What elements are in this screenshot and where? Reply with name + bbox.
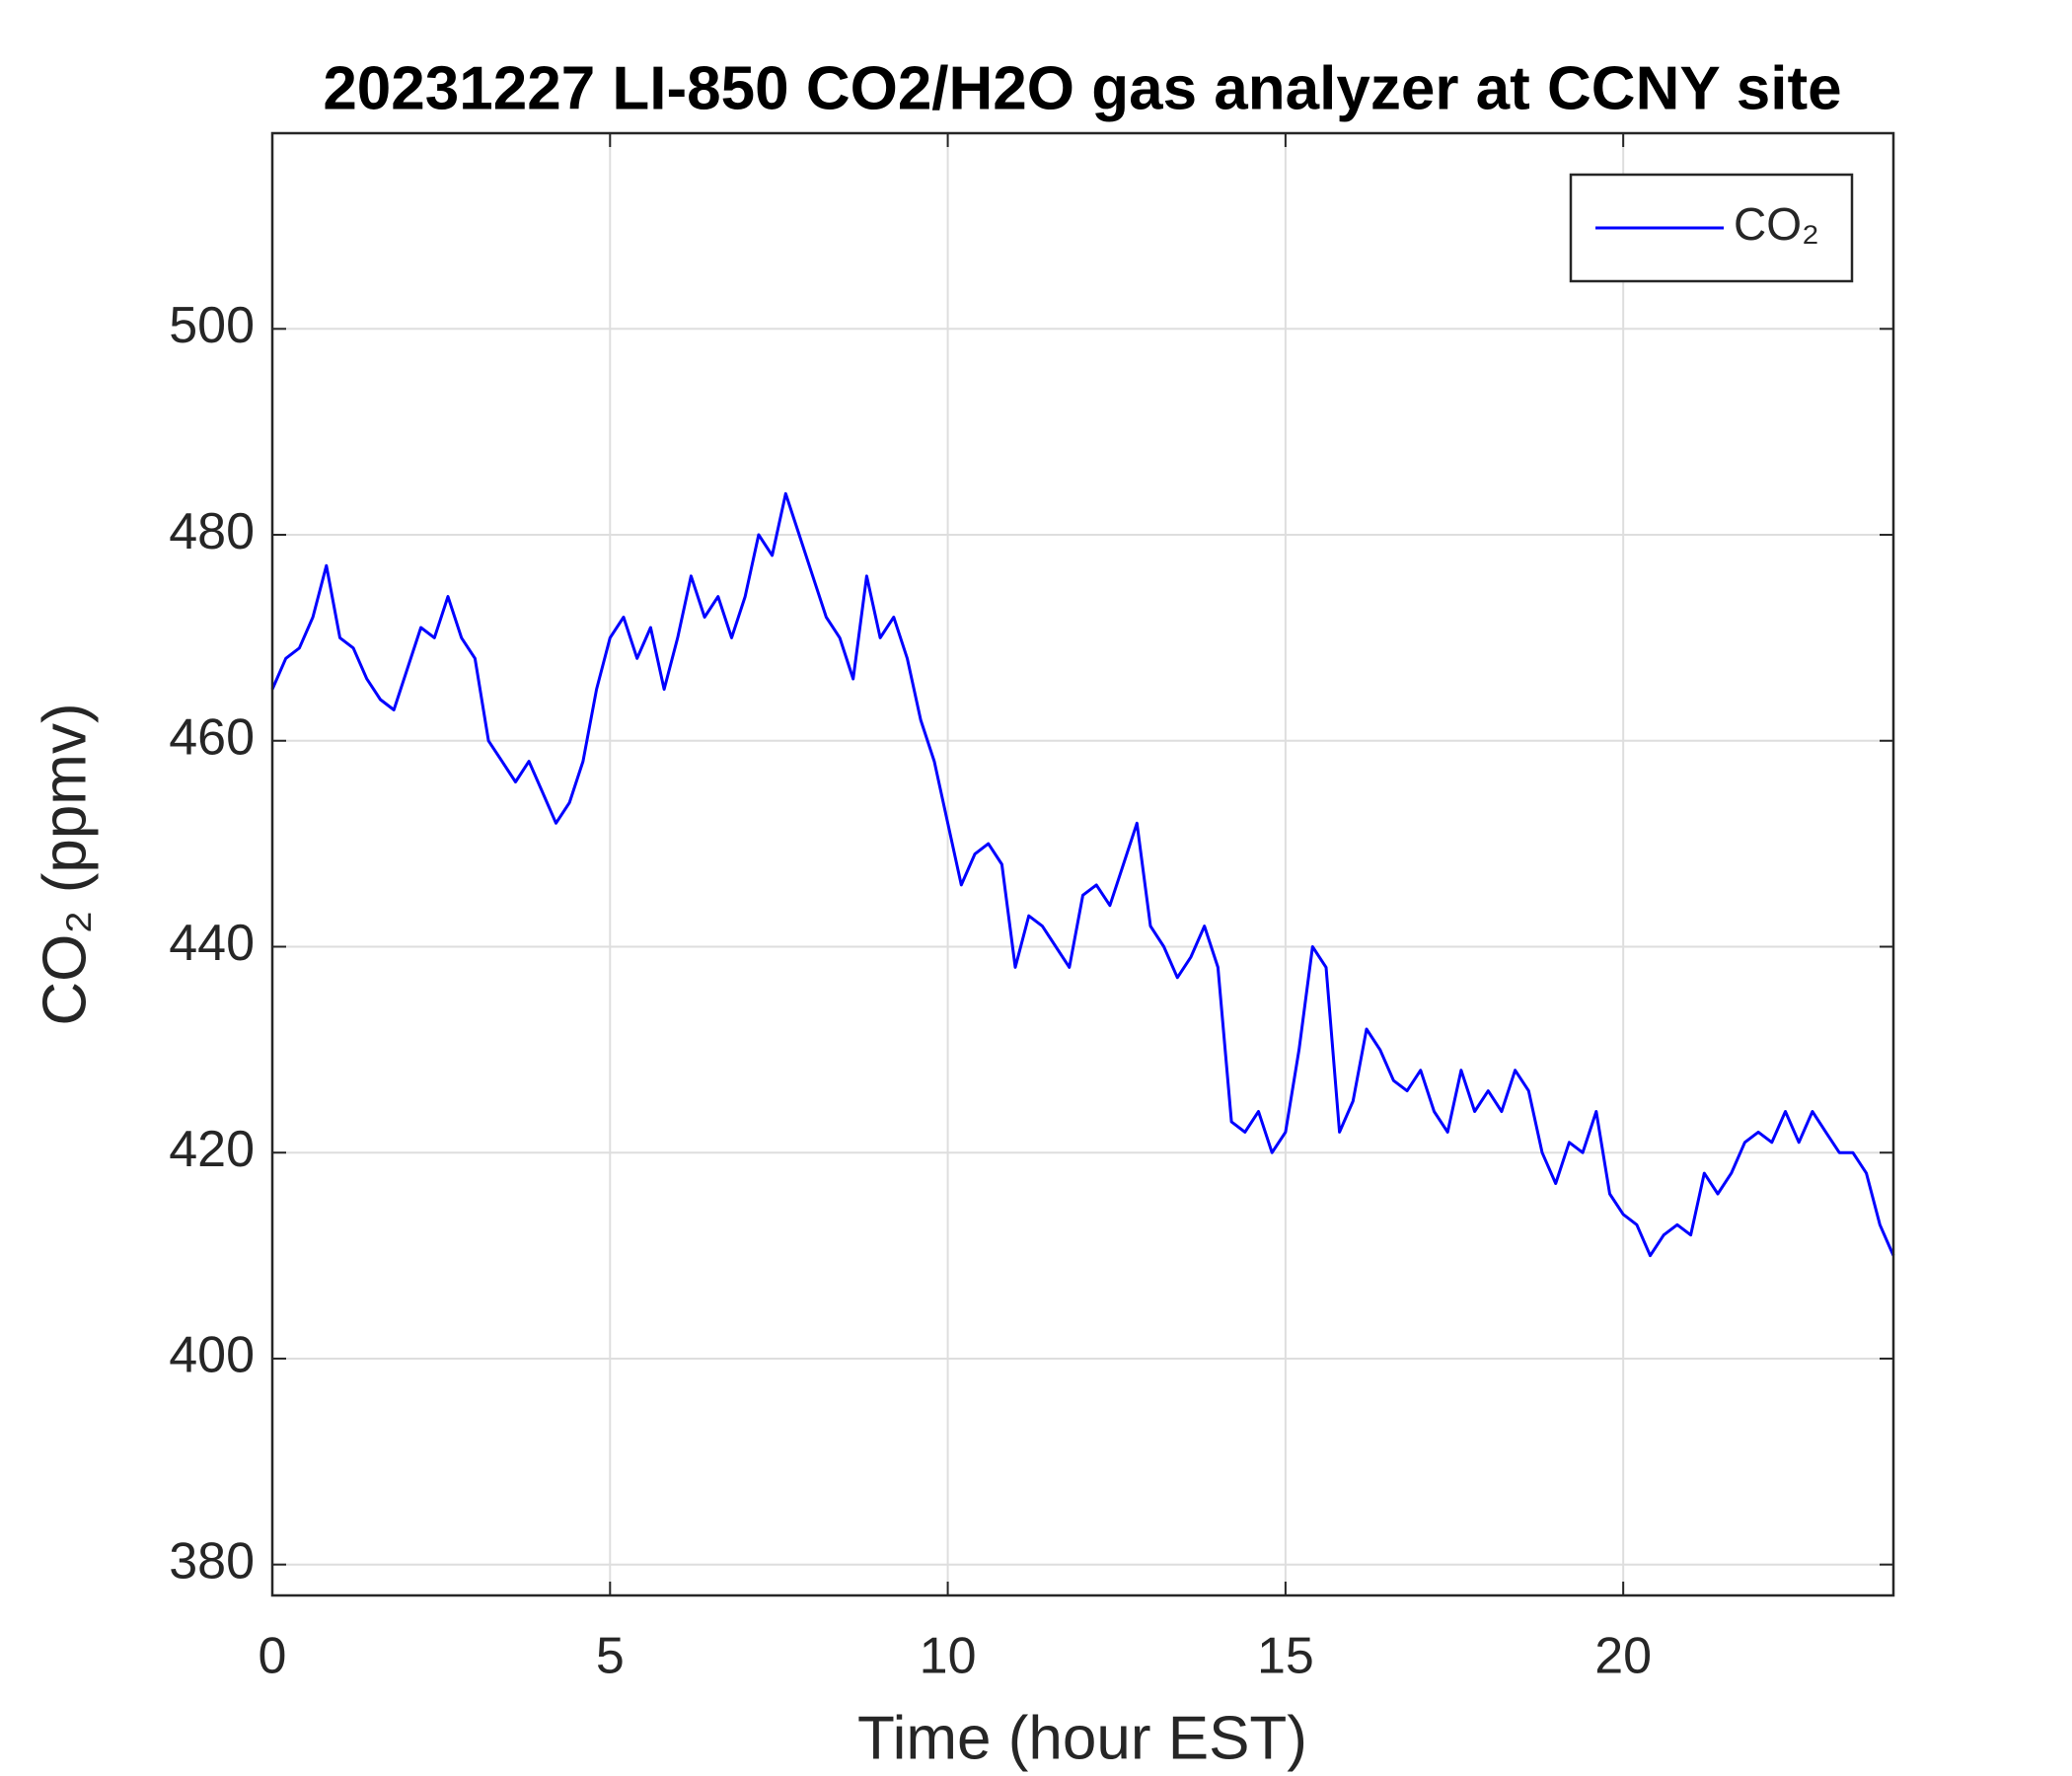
x-tick-label: 10 (920, 1628, 977, 1685)
x-tick-label: 15 (1257, 1628, 1314, 1685)
x-tick-label: 0 (259, 1628, 287, 1685)
data-line (270, 491, 1895, 1258)
y-tick-label: 480 (169, 503, 255, 560)
y-tick-label: 420 (169, 1121, 255, 1178)
y-axis-label: CO₂ (ppmv) (31, 703, 99, 1025)
y-tick-label: 400 (169, 1327, 255, 1384)
x-tick-label: 5 (596, 1628, 625, 1685)
x-tick-label: 20 (1594, 1628, 1652, 1685)
y-tick-label: 380 (169, 1532, 255, 1590)
plot-frame (270, 131, 1895, 1597)
y-tick-label: 440 (169, 915, 255, 972)
chart-title: 20231227 LI-850 CO2/H2O gas analyzer at … (323, 54, 1841, 122)
y-tick-label: 460 (169, 708, 255, 766)
x-axis-label: Time (hour EST) (857, 1704, 1307, 1772)
legend-label: CO₂ (1734, 198, 1819, 250)
y-tick-label: 500 (169, 297, 255, 354)
